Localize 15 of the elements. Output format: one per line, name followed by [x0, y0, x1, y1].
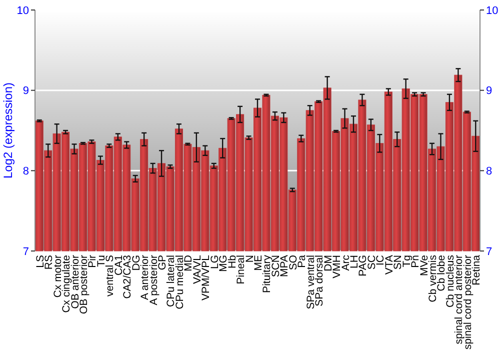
x-tick-label: DG: [130, 255, 142, 271]
x-tick-label: A posterior: [148, 254, 160, 306]
y-tick-label: 8: [22, 166, 29, 178]
x-tick-label: Tg: [400, 254, 413, 268]
x-tick-label: SO: [287, 255, 300, 270]
y-tick-label: 9: [22, 85, 29, 98]
y-tick-label: 7: [22, 246, 29, 258]
y2-tick-label: 7: [486, 246, 492, 258]
y2-tick-label: 9: [486, 85, 492, 98]
x-tick-label: RS: [43, 255, 56, 270]
y2-tick-label: 10: [486, 4, 498, 17]
y2-tick-label: 8: [486, 166, 492, 178]
x-tick-label: OB posterior: [78, 254, 90, 314]
y-axis-title: Log2 (expression): [1, 82, 15, 179]
y-tick-label: 10: [16, 4, 29, 17]
